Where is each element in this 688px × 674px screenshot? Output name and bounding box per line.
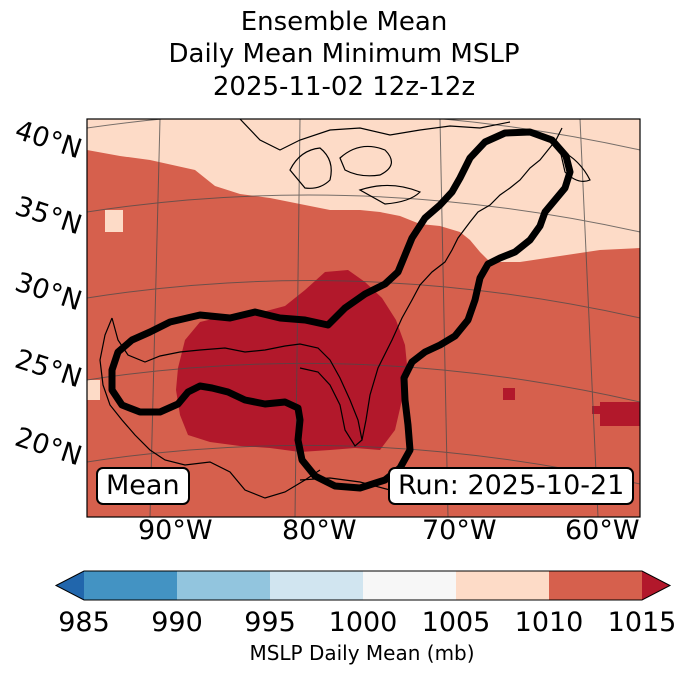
title-line-3: 2025-11-02 12z-12z	[212, 72, 476, 102]
map-frame	[86, 118, 641, 518]
coastline-great-lakes	[358, 184, 422, 205]
colorbar-tick: 995	[244, 607, 296, 638]
pressure-field-1015-plus	[503, 388, 515, 400]
coastline-canada	[239, 119, 511, 151]
colorbar-tick: 1005	[421, 607, 491, 638]
run-date-label-box: Run: 2025-10-21	[388, 467, 635, 505]
pressure-field-1005-1010	[105, 210, 123, 232]
coastline-mexico	[99, 317, 321, 499]
colorbar-tick: 985	[58, 607, 110, 638]
coastline-great-lakes	[289, 147, 332, 189]
pressure-field-1005-1010	[87, 380, 100, 400]
lon-label-80w: 80°W	[282, 515, 357, 546]
colorbar-label: MSLP Daily Mean (mb)	[249, 641, 475, 665]
lon-label-90w: 90°W	[138, 515, 213, 546]
graticule-lat-40	[87, 119, 640, 151]
colorbar-segment	[84, 571, 177, 600]
colorbar-tick: 1000	[328, 607, 398, 638]
colorbar-extend-under	[56, 571, 84, 600]
colorbar-outline	[54, 570, 672, 601]
coastline-gulf	[111, 317, 363, 447]
colorbar-tick: 1015	[607, 607, 677, 638]
coastline-atlantic	[361, 127, 563, 441]
pressure-field-1005-1010	[87, 119, 640, 262]
title-line-2: Daily Mean Minimum MSLP	[168, 39, 520, 69]
pressure-field-1015-plus	[592, 406, 604, 414]
coastline-great-lakes	[339, 145, 392, 177]
title-line-1: Ensemble Mean	[240, 7, 448, 37]
pressure-field-1015-plus	[600, 402, 640, 426]
colorbar-extend-over	[642, 571, 670, 600]
colorbar-tick: 990	[151, 607, 203, 638]
graticule-lat-25	[87, 362, 640, 403]
colorbar	[54, 570, 672, 601]
minimum-mslp-contour	[108, 128, 574, 492]
graticule-lon-60	[579, 119, 599, 517]
lon-label-70w: 70°W	[422, 515, 497, 546]
colorbar-segment	[549, 571, 642, 600]
colorbar-tick: 1010	[514, 607, 584, 638]
colorbar-segment	[270, 571, 363, 600]
colorbar-segment	[363, 571, 456, 600]
graticule-lat-30	[87, 280, 640, 319]
graticule-lat-35	[87, 194, 640, 233]
mean-label-box: Mean	[96, 467, 190, 505]
colorbar-segment	[456, 571, 549, 600]
colorbar-segment	[177, 571, 270, 600]
graticule-lon-70	[439, 119, 449, 517]
lon-label-60w: 60°W	[565, 515, 640, 546]
